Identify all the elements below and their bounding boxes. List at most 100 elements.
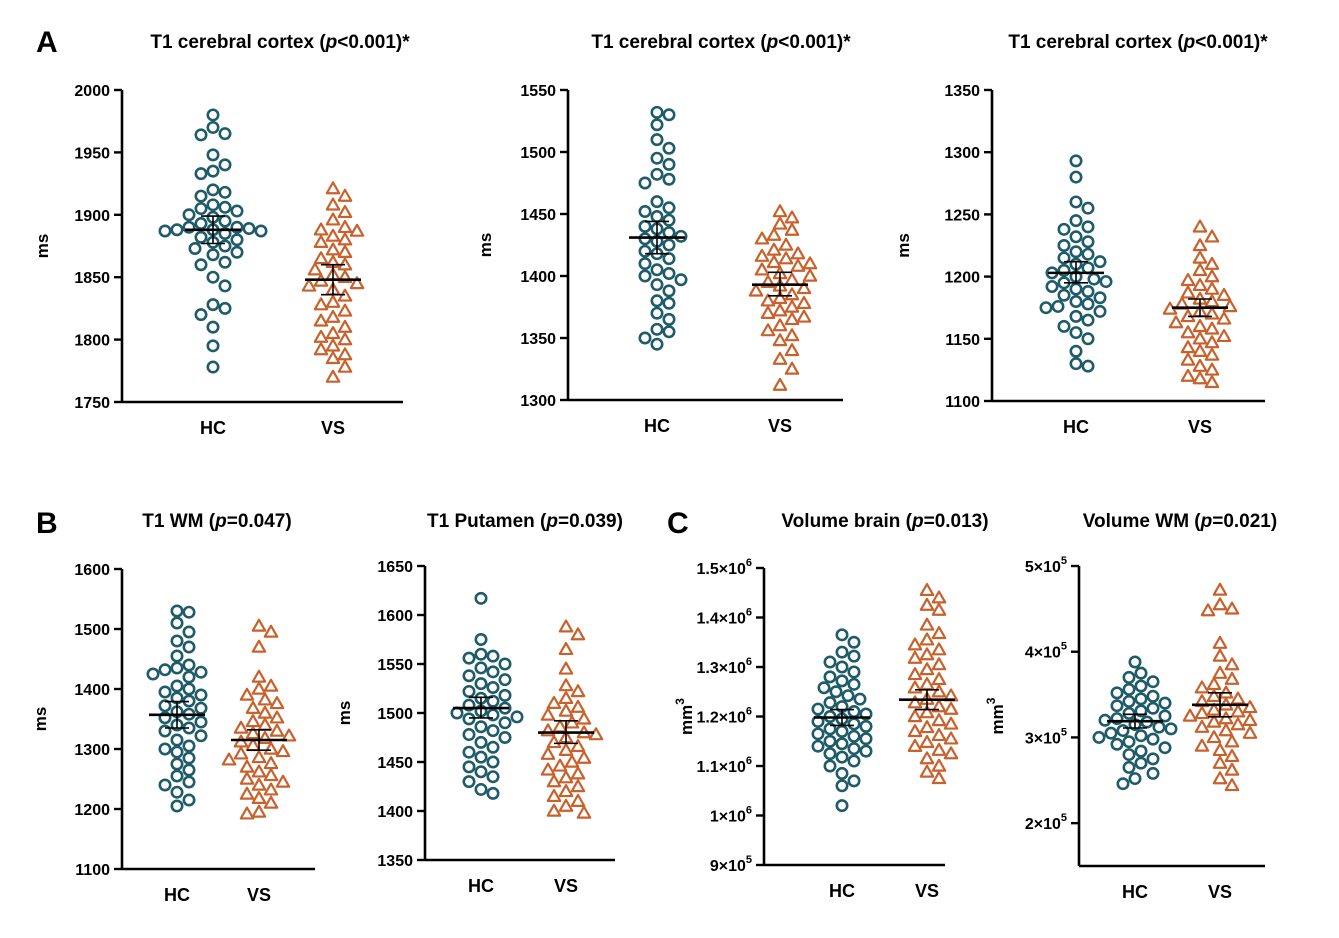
chart-title-suffix: =0.039) (558, 511, 623, 532)
data-point-hc (1110, 686, 1124, 700)
data-point-vs (337, 319, 353, 333)
y-tick-label: 3×105 (1025, 726, 1067, 747)
data-point-vs (239, 687, 255, 701)
panel-label-a: A (36, 26, 58, 59)
data-point-hc (650, 294, 664, 308)
data-point-hc (1069, 195, 1083, 209)
data-point-hc (847, 705, 861, 719)
data-point-hc (498, 730, 512, 744)
data-point-hc (1122, 706, 1136, 720)
data-point-hc (847, 729, 861, 743)
data-point-hc (170, 604, 184, 618)
data-point-hc (1069, 170, 1083, 184)
y-tick-label: 1×106 (710, 805, 752, 826)
data-point-vs (233, 720, 249, 734)
data-point-hc (1122, 670, 1136, 684)
data-point-vs (552, 758, 568, 772)
y-tick-label: 2×105 (1025, 812, 1067, 833)
x-category-label: HC (1122, 882, 1148, 902)
data-point-hc (182, 605, 196, 619)
chart-title: Volume WM (p=0.021) (1083, 511, 1277, 532)
data-point-hc (1051, 299, 1065, 313)
data-point-vs (325, 242, 341, 256)
data-point-hc (462, 760, 476, 774)
data-point-hc (486, 770, 500, 784)
y-axis-label: ms (33, 234, 52, 259)
data-point-hc (462, 712, 476, 726)
data-point-vs (748, 283, 764, 297)
data-point-hc (662, 296, 676, 310)
data-point-vs (337, 219, 353, 234)
data-point-vs (263, 756, 279, 770)
data-point-hc (194, 189, 208, 203)
data-point-hc (835, 660, 849, 674)
data-point-hc (486, 694, 500, 708)
data-point-hc (498, 688, 512, 702)
data-point-vs (1224, 601, 1240, 615)
data-point-vs (570, 684, 586, 698)
data-point-hc (841, 689, 855, 703)
y-tick-label-base: 1.3×10 (696, 660, 745, 677)
data-point-hc (194, 729, 208, 743)
chart-title-prefix: T1 cerebral cortex ( (150, 32, 326, 53)
data-point-hc (474, 782, 488, 796)
data-point-hc (662, 325, 676, 339)
data-point-hc (847, 717, 861, 731)
data-point-vs (570, 766, 586, 780)
data-point-hc (1069, 154, 1083, 168)
data-point-vs (931, 758, 947, 772)
x-category-label: VS (321, 418, 345, 438)
x-category-label: HC (829, 881, 855, 901)
data-point-hc (674, 273, 688, 287)
data-point-vs (919, 734, 935, 748)
data-point-hc (859, 707, 873, 721)
chart-title-p: p (214, 511, 227, 532)
data-point-vs (943, 716, 959, 730)
chart-title-prefix: Volume WM ( (1083, 511, 1202, 532)
y-tick-label: 1.5×106 (696, 557, 752, 578)
chart-title-prefix: Volume brain ( (781, 511, 912, 532)
data-point-vs (760, 293, 776, 307)
data-point-vs (919, 632, 935, 646)
data-point-hc (1134, 744, 1148, 758)
data-point-hc (1039, 301, 1053, 315)
data-point-hc (182, 640, 196, 654)
data-point-hc (1057, 251, 1071, 265)
x-category-label: HC (1063, 417, 1089, 437)
data-point-vs (337, 205, 353, 219)
data-point-hc (486, 786, 500, 800)
data-point-vs (1242, 725, 1258, 739)
data-point-hc (206, 198, 220, 212)
data-point-hc (1152, 720, 1166, 734)
y-tick-label: 1300 (74, 742, 110, 759)
y-tick-label: 9×105 (710, 854, 752, 875)
data-point-vs (1242, 712, 1258, 727)
data-point-hc (194, 258, 208, 272)
data-point-hc (182, 793, 196, 807)
data-point-vs (313, 342, 329, 356)
data-point-hc (194, 665, 208, 679)
data-point-vs (251, 681, 267, 695)
data-point-hc (823, 722, 837, 736)
data-point-vs (257, 717, 273, 731)
y-tick-label-base: 1×10 (710, 809, 746, 826)
data-point-hc (462, 745, 476, 759)
data-point-vs (931, 590, 947, 604)
data-point-vs (1212, 755, 1228, 769)
data-point-vs (1230, 704, 1246, 718)
data-point-hc (1081, 285, 1095, 299)
data-point-hc (1146, 675, 1160, 689)
data-point-vs (772, 377, 788, 391)
data-point-vs (1180, 273, 1196, 287)
data-point-hc (206, 148, 220, 162)
data-point-hc (182, 682, 196, 696)
x-category-label: VS (1188, 417, 1212, 437)
y-tick-label-exponent: 5 (746, 854, 752, 866)
data-point-vs (919, 764, 935, 778)
data-point-hc (194, 701, 208, 715)
data-point-hc (638, 244, 652, 258)
x-category-label: VS (1208, 882, 1232, 902)
data-point-vs (1216, 329, 1232, 343)
data-point-vs (221, 752, 237, 766)
data-point-vs (1224, 657, 1240, 671)
